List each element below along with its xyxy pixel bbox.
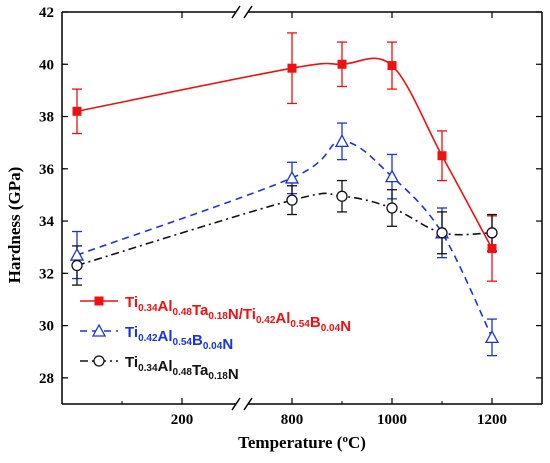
legend-label-2: Ti0.34Al0.48Ta0.18N — [125, 354, 239, 383]
x-tick-label: 800 — [281, 412, 304, 428]
x-tick-label: 1200 — [477, 412, 507, 428]
y-tick-label: 42 — [39, 5, 54, 21]
x-axis-title: Temperature (oC) — [238, 433, 366, 452]
series-0-point — [437, 151, 447, 161]
axis-ticks: 28 30 32 34 36 38 40 42 200 800 1000 1200 — [39, 5, 542, 428]
series-2-curve — [76, 192, 493, 267]
series-0-point — [337, 59, 347, 69]
legend-label-1: Ti0.42Al0.54B0.04N — [125, 324, 233, 353]
x-tick-label: 200 — [171, 412, 194, 428]
series-2-point — [286, 194, 298, 206]
series-0-point — [487, 244, 497, 254]
legend: Ti0.34Al0.48Ta0.18N/Ti0.42Al0.54B0.04NTi… — [80, 294, 351, 383]
series-2-point — [336, 190, 348, 202]
series-0-curve — [76, 57, 493, 249]
legend-marker-0 — [94, 296, 104, 306]
legend-marker-2 — [93, 355, 105, 367]
series-0-point — [387, 61, 397, 71]
y-tick-label: 28 — [39, 371, 54, 387]
series-2-point — [71, 259, 83, 272]
y-tick-label: 34 — [39, 214, 55, 230]
axis-break-mark — [231, 5, 241, 19]
axis-break-mark — [231, 397, 241, 411]
series-2-point — [386, 202, 398, 214]
y-axis-title: Hardness (GPa) — [5, 167, 24, 284]
axis-break-mark — [243, 397, 253, 411]
series-2-point — [436, 227, 448, 239]
data-markers — [69, 59, 500, 344]
series-1-point — [334, 134, 350, 148]
y-tick-label: 38 — [39, 110, 54, 126]
y-tick-label: 36 — [39, 162, 55, 178]
legend-marker-1 — [91, 323, 107, 337]
series-1-curve — [76, 140, 493, 338]
y-tick-label: 32 — [39, 266, 54, 282]
y-tick-label: 40 — [39, 57, 54, 73]
fit-curves — [76, 57, 493, 338]
y-tick-label: 30 — [39, 319, 54, 335]
plot-frame — [61, 5, 543, 411]
series-1-point — [384, 169, 400, 183]
series-1-point — [484, 330, 500, 344]
axis-break-mark — [243, 5, 253, 19]
series-1-point — [284, 170, 300, 184]
series-2-point — [486, 227, 498, 239]
legend-label-0: Ti0.34Al0.48Ta0.18N/Ti0.42Al0.54B0.04N — [125, 294, 351, 335]
series-0-point — [72, 106, 82, 116]
x-tick-label: 1000 — [377, 412, 407, 428]
series-0-point — [287, 63, 297, 73]
series-1-point — [69, 247, 85, 261]
